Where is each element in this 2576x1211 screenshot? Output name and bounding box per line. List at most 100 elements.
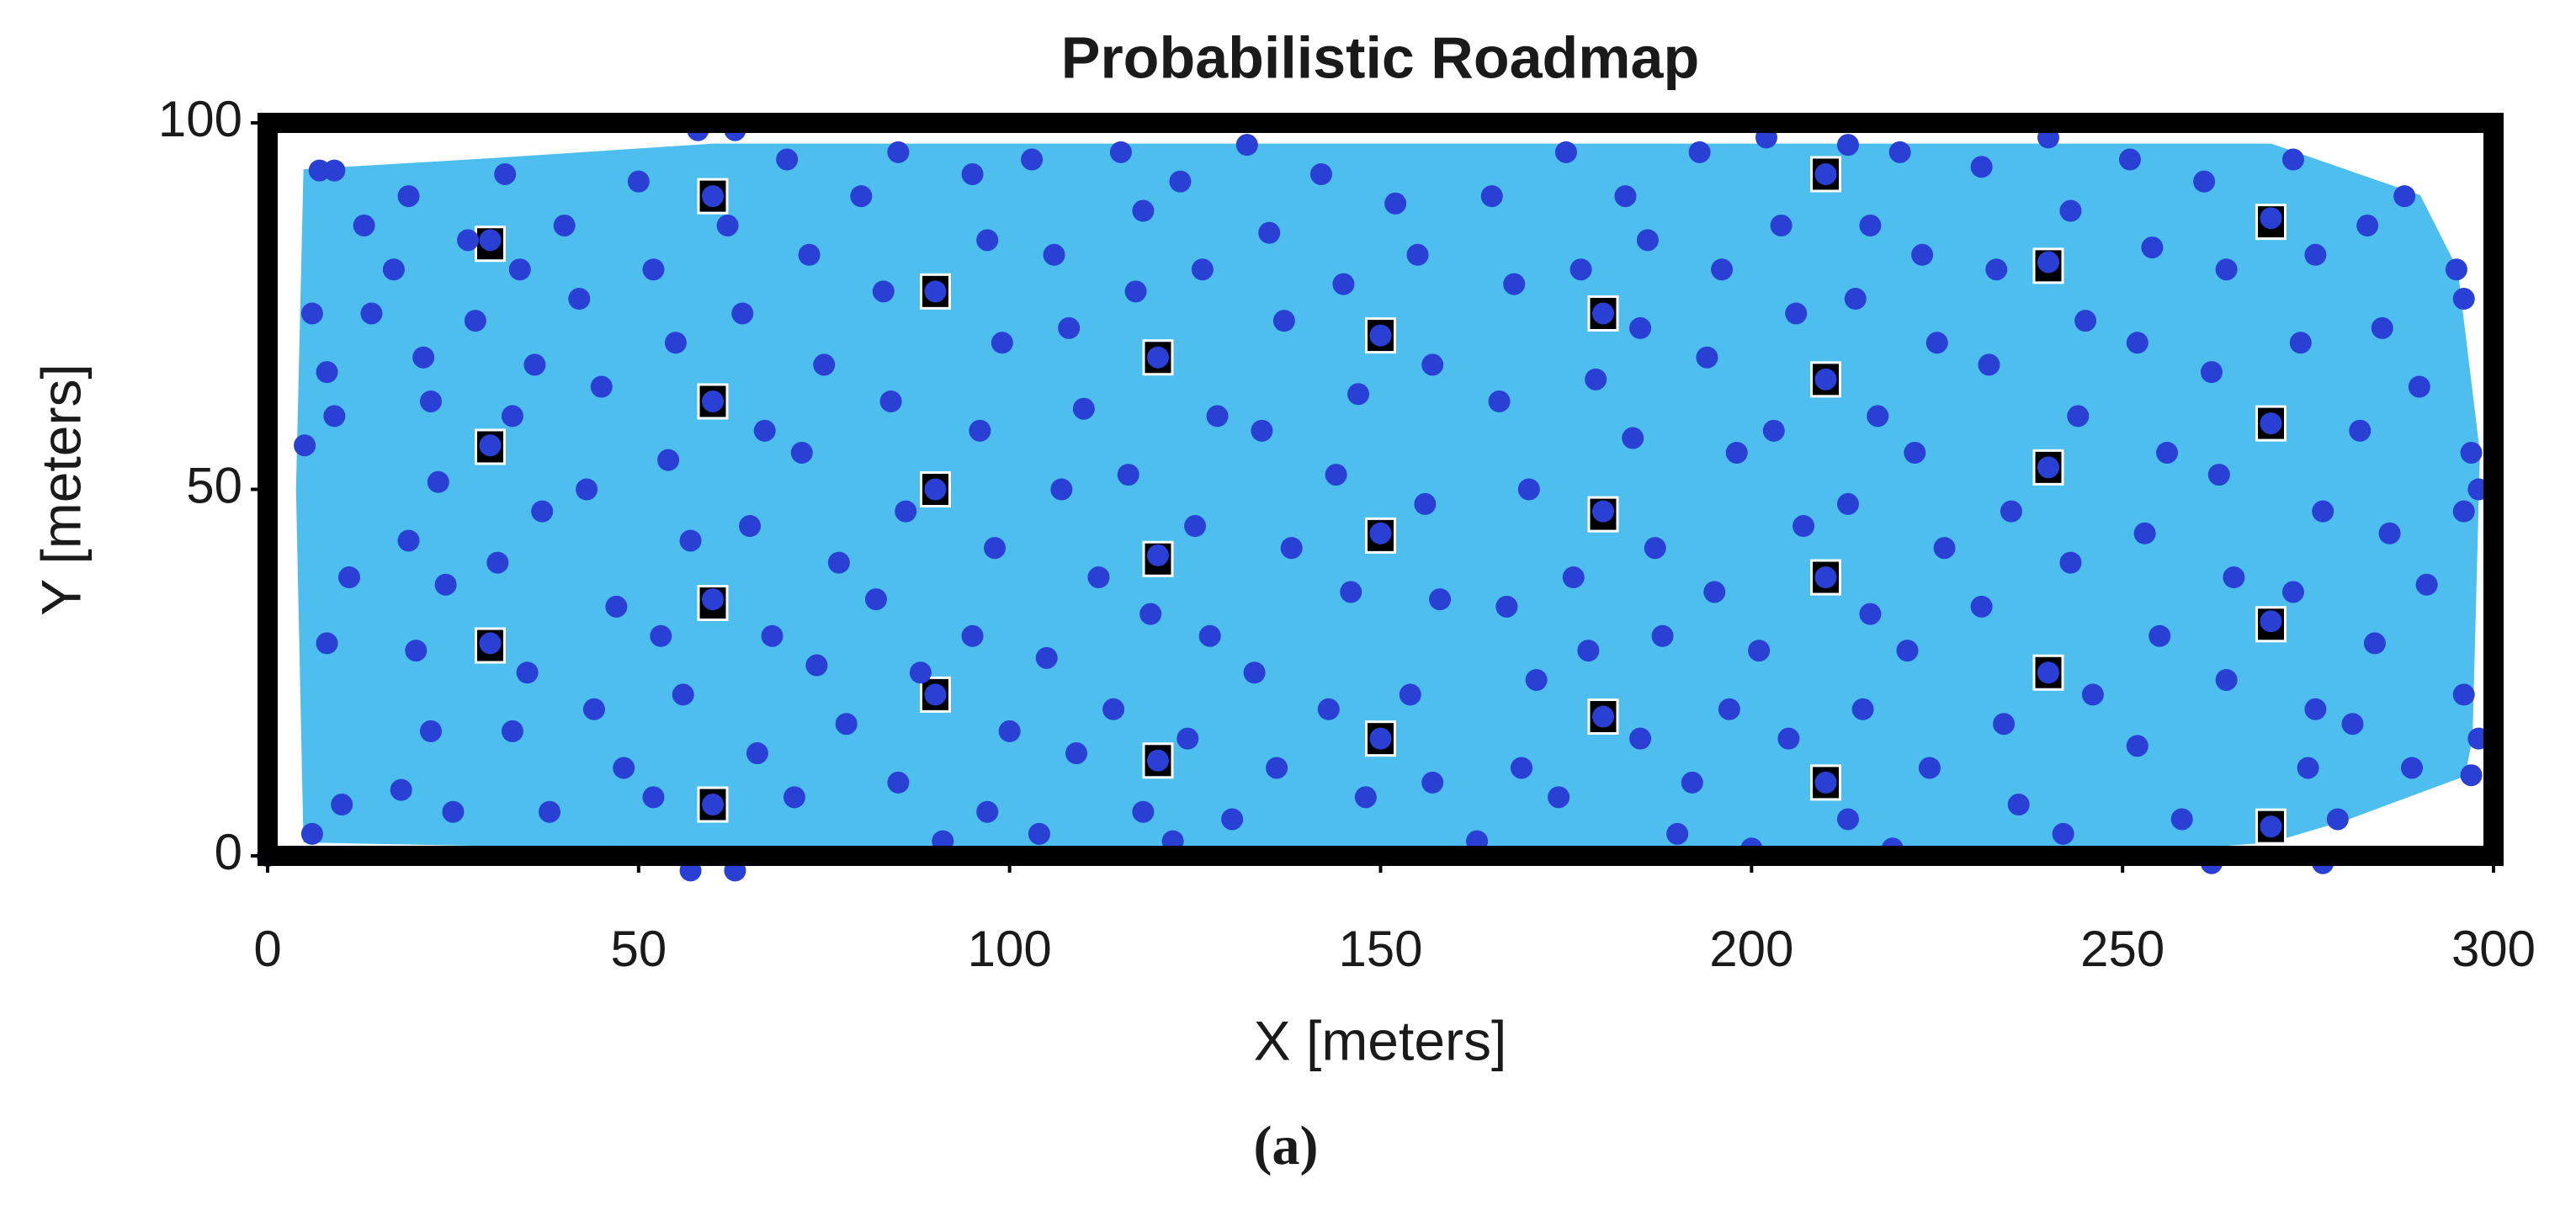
node-point: [1340, 581, 1362, 603]
node-point: [776, 148, 799, 171]
node-point: [1851, 698, 1874, 720]
node-point: [2260, 412, 2282, 435]
node-point: [984, 537, 1006, 560]
node-point: [664, 332, 687, 354]
node-point: [419, 720, 442, 742]
node-point: [1369, 324, 1392, 347]
node-point: [1525, 668, 1548, 691]
node-point: [1993, 713, 2016, 736]
node-point: [1109, 141, 1132, 163]
node-point: [1925, 332, 1948, 354]
node-point: [1718, 698, 1740, 720]
node-point: [1221, 808, 1244, 831]
node-point: [316, 361, 338, 384]
node-point: [1124, 280, 1147, 303]
node-point: [1577, 640, 1600, 662]
node-point: [2452, 683, 2475, 706]
node-point: [716, 214, 739, 236]
node-point: [1985, 258, 2008, 281]
node-point: [531, 500, 554, 523]
node-point: [1814, 771, 1837, 794]
node-point: [1814, 566, 1837, 589]
node-point: [642, 258, 665, 281]
node-point: [679, 529, 702, 552]
x-axis-label: X [meters]: [1254, 1009, 1507, 1071]
node-point: [2341, 713, 2364, 736]
node-point: [2415, 573, 2438, 596]
node-point: [731, 302, 754, 325]
node-point: [1918, 757, 1941, 779]
node-point: [1139, 603, 1162, 625]
node-point: [969, 419, 991, 442]
node-point: [2445, 258, 2467, 281]
node-point: [746, 742, 768, 765]
node-point: [1814, 162, 1837, 185]
node-point: [1844, 288, 1867, 311]
node-point: [2207, 464, 2230, 486]
node-point: [827, 551, 850, 574]
node-point: [976, 800, 999, 823]
node-point: [924, 280, 947, 303]
node-point: [887, 771, 910, 794]
node-point: [2452, 288, 2475, 311]
node-point: [2281, 148, 2304, 171]
node-point: [2170, 808, 2193, 831]
node-point: [1495, 595, 1518, 618]
node-point: [1347, 383, 1370, 406]
node-point: [2081, 683, 2104, 706]
y-tick-label: 50: [186, 457, 242, 513]
node-point: [2037, 661, 2059, 684]
node-point: [300, 822, 323, 845]
node-point: [464, 310, 486, 332]
node-point: [2215, 668, 2238, 691]
node-point: [1384, 192, 1407, 215]
node-point: [1050, 478, 1073, 501]
node-point: [2126, 735, 2148, 757]
node-point: [1325, 464, 1347, 486]
node-point: [872, 280, 895, 303]
node-point: [2393, 185, 2416, 208]
node-point: [1592, 705, 1614, 728]
node-point: [1251, 419, 1273, 442]
node-point: [627, 170, 650, 193]
node-point: [360, 302, 383, 325]
node-point: [1028, 822, 1050, 845]
node-point: [1933, 537, 1956, 560]
node-point: [1399, 683, 1421, 706]
node-point: [2148, 624, 2171, 647]
node-point: [2000, 500, 2022, 523]
node-point: [1272, 310, 1295, 332]
node-point: [382, 258, 405, 281]
node-point: [1904, 441, 1926, 464]
node-point: [2260, 610, 2282, 633]
node-point: [1770, 214, 1793, 236]
node-point: [1206, 405, 1229, 428]
node-point: [397, 185, 420, 208]
y-tick-label: 100: [158, 91, 242, 147]
node-point: [1132, 800, 1155, 823]
node-point: [2312, 500, 2334, 523]
node-point: [672, 683, 694, 706]
caption: (a): [1254, 1115, 1319, 1176]
node-point: [1681, 771, 1703, 794]
node-point: [1711, 258, 1734, 281]
node-point: [2297, 757, 2319, 779]
node-point: [702, 390, 724, 412]
node-point: [1198, 624, 1221, 647]
node-point: [1043, 243, 1065, 266]
node-point: [1622, 427, 1644, 449]
node-point: [924, 683, 947, 706]
node-point: [961, 162, 984, 185]
node-point: [2037, 251, 2059, 274]
node-point: [895, 500, 917, 523]
node-point: [1970, 595, 1993, 618]
node-point: [300, 302, 323, 325]
node-point: [1836, 492, 1859, 515]
node-point: [909, 661, 932, 684]
node-point: [1421, 771, 1444, 794]
node-point: [1258, 221, 1281, 244]
node-point: [427, 470, 449, 493]
node-point: [1562, 566, 1585, 589]
node-point: [1725, 441, 1748, 464]
node-point: [2133, 522, 2156, 544]
